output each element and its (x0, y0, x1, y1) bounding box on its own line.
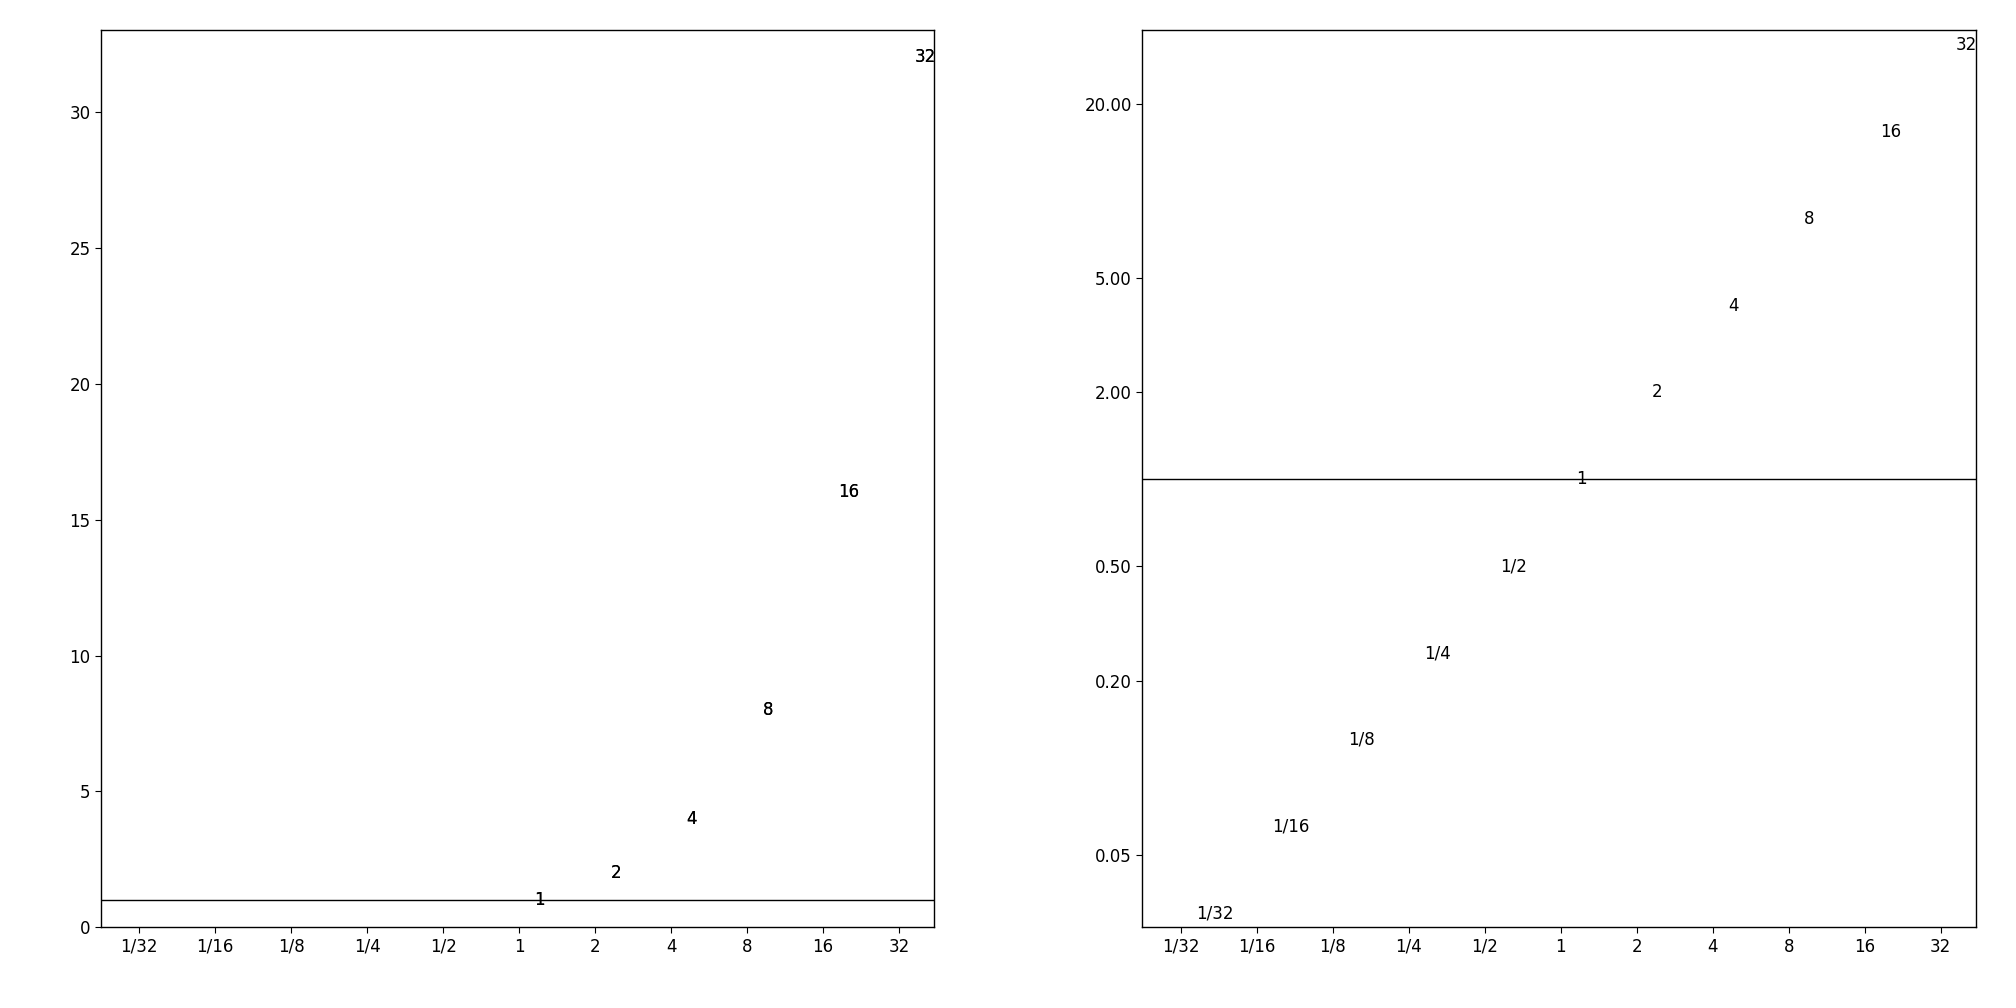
Text: 32: 32 (915, 48, 935, 67)
Text: 2: 2 (611, 864, 621, 882)
Text: 4: 4 (687, 809, 698, 828)
Text: 32: 32 (915, 48, 935, 67)
Text: 1: 1 (534, 891, 544, 909)
Text: 1/4: 1/4 (1423, 644, 1452, 662)
Text: 2: 2 (611, 864, 621, 882)
Text: 1: 1 (534, 891, 544, 909)
Text: 8: 8 (762, 701, 772, 719)
Text: 4: 4 (1728, 296, 1738, 314)
Text: 1/8: 1/8 (1349, 731, 1375, 749)
Text: 32: 32 (1956, 36, 1978, 54)
Text: 1/2: 1/2 (1500, 557, 1526, 576)
Text: 8: 8 (762, 701, 772, 719)
Text: 4: 4 (687, 809, 698, 828)
Text: 8: 8 (1804, 210, 1814, 228)
Text: 1/32: 1/32 (1195, 904, 1234, 922)
Text: 1/16: 1/16 (1272, 817, 1310, 836)
Text: 16: 16 (839, 484, 859, 501)
Text: 16: 16 (839, 484, 859, 501)
Text: 2: 2 (1653, 383, 1663, 401)
Text: 1: 1 (1577, 471, 1587, 488)
Text: 16: 16 (1881, 123, 1901, 141)
